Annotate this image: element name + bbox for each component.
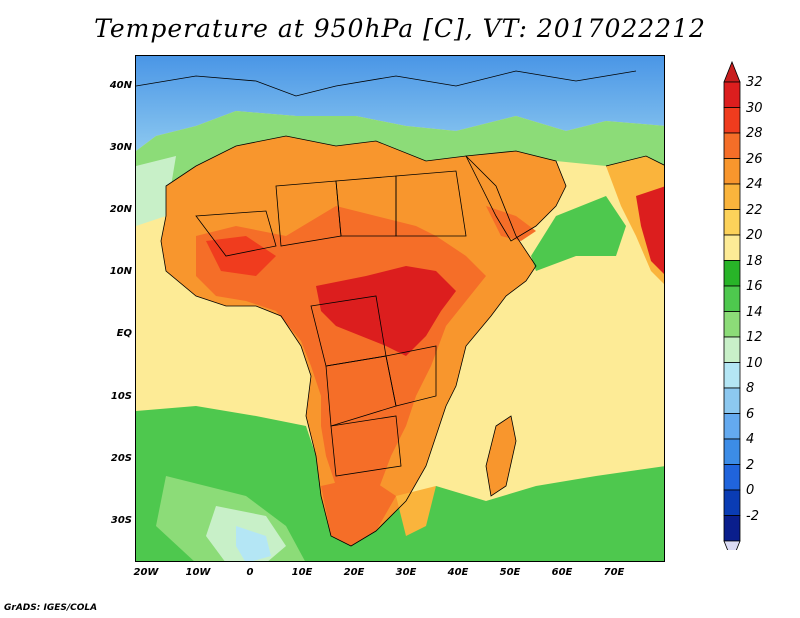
x-tick-20w: 20W [133, 567, 159, 578]
x-tick-40e: 40E [447, 567, 469, 578]
x-tick-50e: 50E [499, 567, 521, 578]
x-tick-30e: 30E [395, 567, 417, 578]
colorbar-swatch [723, 158, 741, 185]
colorbar-swatch [723, 260, 741, 287]
y-tick-10n: 10N [109, 266, 132, 277]
y-tick-eq: EQ [116, 328, 132, 339]
map-title: Temperature at 950hPa [C], VT: 201702221… [94, 14, 706, 43]
hottest-core [316, 266, 456, 356]
colorbar-label: 2 [746, 457, 755, 473]
north-green-band [136, 111, 664, 191]
colorbar-label: 22 [746, 202, 763, 218]
colorbar-top-arrow [723, 60, 741, 83]
temperature-map [135, 55, 665, 562]
colorbar-swatch [723, 285, 741, 312]
y-tick-30s: 30S [110, 515, 132, 526]
colorbar-swatch [723, 81, 741, 108]
colorbar-label: 26 [746, 151, 763, 167]
colorbar-swatch [723, 438, 741, 465]
colorbar-label: 24 [746, 177, 763, 192]
colorbar-swatch [723, 387, 741, 414]
colorbar-swatch [723, 489, 741, 516]
y-tick-10s: 10S [110, 391, 132, 402]
arabia-land [466, 151, 566, 241]
x-tick-20e: 20E [343, 567, 365, 578]
y-tick-20n: 20N [109, 204, 132, 215]
colorbar-swatch [723, 515, 741, 542]
colorbar-swatch [723, 234, 741, 261]
y-tick-40n: 40N [109, 80, 132, 91]
colorbar-swatch [723, 336, 741, 363]
colorbar-label: 4 [746, 432, 755, 447]
colorbar-swatch [723, 362, 741, 389]
colorbar-swatch [723, 132, 741, 159]
colorbar-swatch [723, 183, 741, 210]
y-tick-20s: 20S [110, 453, 132, 464]
colorbar-label: 12 [746, 330, 763, 345]
x-tick-0: 0 [246, 567, 254, 578]
country-borders [136, 70, 664, 547]
colorbar-label: 20 [746, 228, 763, 243]
colorbar-label: 30 [746, 100, 763, 116]
north-cold-zone [136, 56, 664, 151]
colorbar-swatch [723, 311, 741, 338]
x-tick-60e: 60E [551, 567, 573, 578]
colorbar-label: 6 [746, 406, 755, 422]
colorbar-swatch [723, 464, 741, 491]
x-tick-10w: 10W [185, 567, 211, 578]
grads-credit: GrADS: IGES/COLA [4, 603, 98, 613]
colorbar-swatch [723, 413, 741, 440]
colorbar-label: 16 [746, 279, 763, 294]
colorbar-label: 14 [746, 304, 763, 320]
colorbar-label: 18 [746, 253, 763, 269]
colorbar-bottom-arrow [723, 540, 741, 550]
colorbar-swatch [723, 209, 741, 236]
colorbar-swatch [723, 107, 741, 134]
y-tick-30n: 30N [109, 142, 132, 153]
x-tick-10e: 10E [291, 567, 313, 578]
colorbar-label: 32 [746, 75, 763, 90]
x-tick-70e: 70E [603, 567, 625, 578]
colorbar-label: 0 [746, 483, 755, 498]
colorbar-label: 8 [746, 381, 755, 396]
colorbar-label: -2 [746, 508, 759, 524]
colorbar [723, 60, 741, 550]
colorbar-label: 10 [746, 355, 763, 371]
colorbar-label: 28 [746, 126, 763, 141]
